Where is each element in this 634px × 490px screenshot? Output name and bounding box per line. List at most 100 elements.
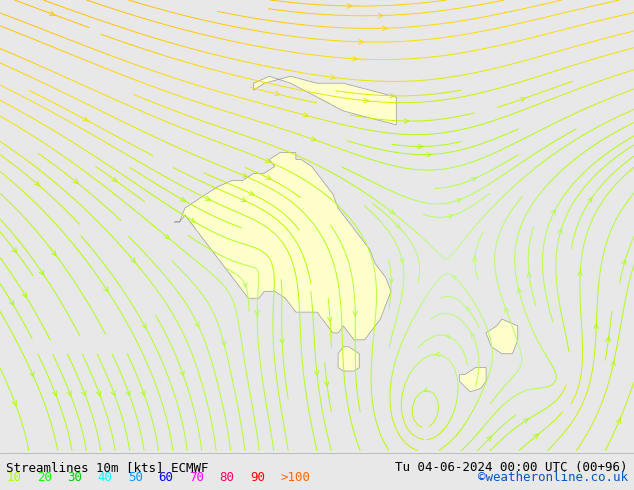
FancyArrowPatch shape (404, 119, 409, 123)
FancyArrowPatch shape (325, 382, 329, 386)
FancyArrowPatch shape (364, 98, 369, 103)
FancyArrowPatch shape (67, 391, 72, 396)
FancyArrowPatch shape (311, 137, 316, 141)
FancyArrowPatch shape (249, 191, 254, 195)
FancyArrowPatch shape (12, 248, 16, 253)
FancyArrowPatch shape (534, 434, 539, 439)
FancyArrowPatch shape (395, 223, 401, 229)
Polygon shape (486, 319, 518, 354)
Text: 30: 30 (67, 471, 82, 484)
FancyArrowPatch shape (611, 361, 615, 366)
FancyArrowPatch shape (131, 258, 136, 263)
FancyArrowPatch shape (472, 257, 477, 261)
Polygon shape (254, 76, 396, 125)
FancyArrowPatch shape (353, 312, 358, 316)
FancyArrowPatch shape (328, 317, 332, 321)
Text: 60: 60 (158, 471, 174, 484)
FancyArrowPatch shape (13, 401, 16, 406)
FancyArrowPatch shape (34, 181, 40, 186)
FancyArrowPatch shape (331, 75, 335, 79)
FancyArrowPatch shape (141, 391, 145, 395)
FancyArrowPatch shape (527, 272, 531, 277)
FancyArrowPatch shape (359, 40, 363, 44)
Text: 90: 90 (250, 471, 265, 484)
FancyArrowPatch shape (558, 229, 562, 234)
FancyArrowPatch shape (588, 197, 592, 202)
FancyArrowPatch shape (382, 26, 387, 30)
FancyArrowPatch shape (255, 311, 259, 315)
FancyArrowPatch shape (190, 218, 195, 222)
FancyArrowPatch shape (82, 391, 86, 396)
FancyArrowPatch shape (112, 177, 117, 182)
FancyArrowPatch shape (304, 113, 309, 117)
FancyArrowPatch shape (448, 215, 453, 219)
FancyArrowPatch shape (347, 4, 352, 8)
Polygon shape (338, 347, 359, 371)
FancyArrowPatch shape (280, 339, 284, 343)
FancyArrowPatch shape (435, 352, 440, 356)
FancyArrowPatch shape (551, 210, 555, 215)
FancyArrowPatch shape (83, 117, 88, 121)
FancyArrowPatch shape (181, 197, 186, 201)
FancyArrowPatch shape (622, 260, 626, 265)
FancyArrowPatch shape (453, 276, 457, 280)
FancyArrowPatch shape (49, 11, 55, 15)
FancyArrowPatch shape (165, 234, 170, 239)
FancyArrowPatch shape (517, 289, 522, 294)
FancyArrowPatch shape (265, 158, 270, 162)
Text: 20: 20 (37, 471, 52, 484)
FancyArrowPatch shape (195, 322, 199, 327)
FancyArrowPatch shape (126, 391, 130, 395)
FancyArrowPatch shape (399, 258, 404, 263)
FancyArrowPatch shape (112, 391, 115, 396)
Text: 40: 40 (98, 471, 113, 484)
FancyArrowPatch shape (22, 293, 27, 297)
FancyArrowPatch shape (427, 152, 432, 157)
Polygon shape (460, 368, 486, 392)
FancyArrowPatch shape (390, 94, 395, 98)
FancyArrowPatch shape (520, 98, 525, 102)
FancyArrowPatch shape (606, 337, 611, 342)
FancyArrowPatch shape (389, 279, 394, 283)
FancyArrowPatch shape (594, 324, 598, 328)
FancyArrowPatch shape (221, 341, 226, 345)
FancyArrowPatch shape (51, 251, 56, 256)
Text: 10: 10 (6, 471, 22, 484)
Text: >100: >100 (280, 471, 310, 484)
FancyArrowPatch shape (243, 282, 247, 287)
FancyArrowPatch shape (472, 177, 477, 182)
FancyArrowPatch shape (378, 13, 383, 18)
FancyArrowPatch shape (616, 418, 621, 423)
Text: 70: 70 (189, 471, 204, 484)
FancyArrowPatch shape (466, 307, 470, 312)
FancyArrowPatch shape (241, 197, 247, 201)
FancyArrowPatch shape (523, 419, 529, 423)
FancyArrowPatch shape (142, 323, 146, 328)
FancyArrowPatch shape (30, 372, 34, 377)
FancyArrowPatch shape (456, 199, 462, 203)
FancyArrowPatch shape (275, 92, 280, 96)
FancyArrowPatch shape (205, 196, 210, 200)
Text: ©weatheronline.co.uk: ©weatheronline.co.uk (477, 471, 628, 484)
FancyArrowPatch shape (53, 391, 56, 396)
FancyArrowPatch shape (389, 209, 394, 214)
FancyArrowPatch shape (424, 388, 429, 392)
FancyArrowPatch shape (242, 173, 247, 177)
Text: Tu 04-06-2024 00:00 UTC (00+96): Tu 04-06-2024 00:00 UTC (00+96) (395, 461, 628, 474)
Text: 50: 50 (128, 471, 143, 484)
FancyArrowPatch shape (505, 308, 509, 313)
FancyArrowPatch shape (445, 334, 450, 339)
FancyArrowPatch shape (10, 300, 13, 305)
Polygon shape (174, 152, 391, 340)
FancyArrowPatch shape (104, 287, 108, 292)
Text: Streamlines 10m [kts] ECMWF: Streamlines 10m [kts] ECMWF (6, 461, 209, 474)
FancyArrowPatch shape (578, 271, 582, 275)
FancyArrowPatch shape (96, 391, 101, 396)
FancyArrowPatch shape (486, 436, 492, 441)
FancyArrowPatch shape (314, 370, 319, 375)
FancyArrowPatch shape (418, 145, 423, 149)
FancyArrowPatch shape (180, 371, 184, 376)
FancyArrowPatch shape (471, 333, 476, 338)
Text: 80: 80 (219, 471, 235, 484)
FancyArrowPatch shape (353, 56, 358, 61)
